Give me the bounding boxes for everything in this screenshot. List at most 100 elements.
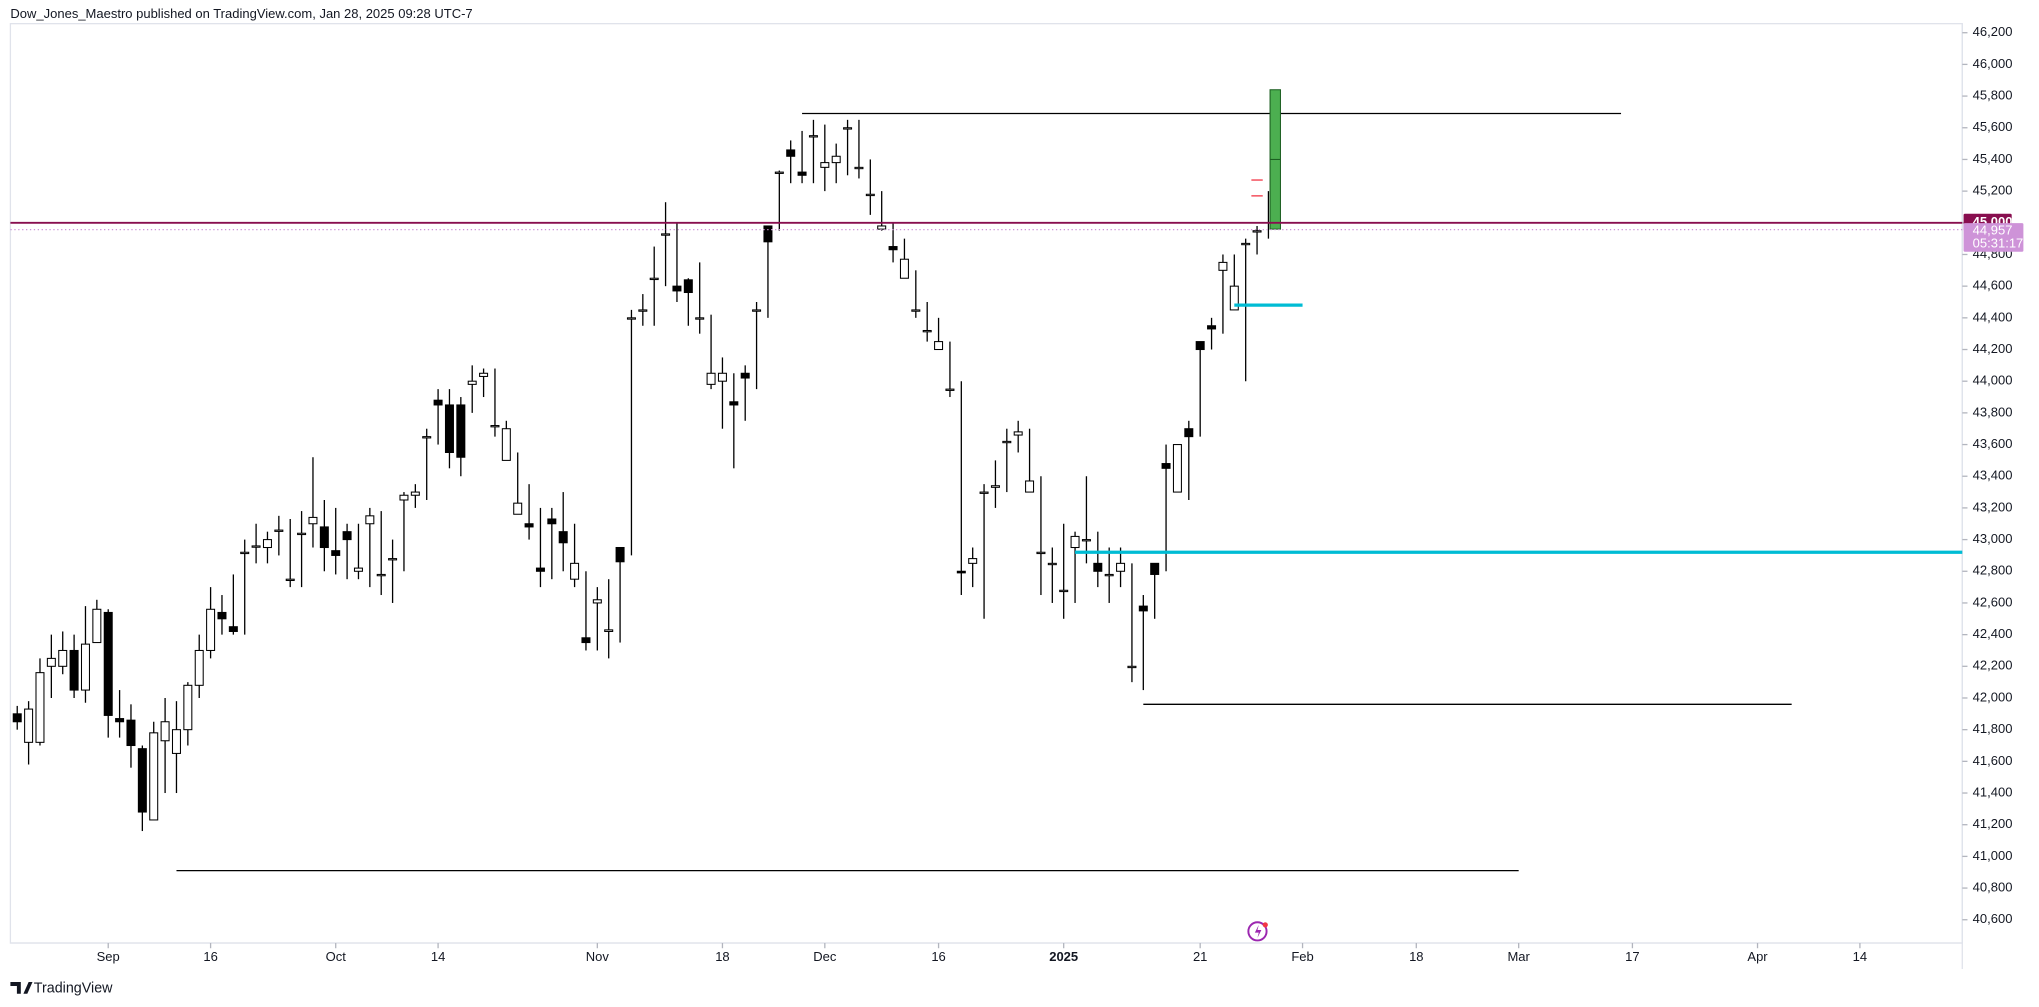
y-tick-label: 42,600	[1973, 594, 2013, 609]
candle-body	[1013, 431, 1023, 436]
candle-body	[456, 404, 466, 458]
candles	[12, 119, 1270, 832]
x-tick-label: 14	[1853, 949, 1867, 964]
x-tick-label: 14	[431, 949, 445, 964]
candle-body	[1127, 665, 1137, 669]
y-tick-label: 42,400	[1973, 626, 2013, 641]
candle-body	[365, 515, 375, 525]
candle-body	[1036, 551, 1046, 555]
candle-body	[206, 608, 216, 651]
candle-body	[1002, 440, 1012, 444]
x-tick-label: Oct	[326, 949, 347, 964]
candle-body	[899, 258, 909, 279]
candle-body	[513, 502, 523, 515]
y-tick-label: 40,800	[1973, 880, 2013, 895]
candle-body	[262, 539, 272, 549]
candle-body	[1059, 589, 1069, 593]
x-tick-label: 21	[1193, 949, 1207, 964]
candle-body	[149, 732, 159, 821]
candle-body	[592, 599, 602, 604]
candle-body	[194, 649, 204, 686]
candle-body	[843, 127, 853, 130]
candle-body	[1207, 325, 1217, 330]
candle-body	[137, 748, 147, 813]
brand: TradingView	[34, 980, 113, 996]
candle-body	[490, 425, 500, 428]
candle-body	[1025, 480, 1035, 493]
y-tick-label: 42,200	[1973, 658, 2013, 673]
candle-body	[786, 149, 796, 157]
y-tick-label: 43,000	[1973, 531, 2013, 546]
x-tick-label: 16	[931, 949, 945, 964]
countdown: 05:31:17	[1973, 235, 2024, 250]
candle-body	[706, 372, 716, 385]
candle-body	[285, 578, 295, 582]
y-tick-label: 46,000	[1973, 56, 2013, 71]
candle-body	[1195, 341, 1205, 351]
candle-body	[115, 718, 125, 723]
candle-body	[274, 529, 284, 532]
candle-body	[888, 246, 898, 251]
candle-body	[46, 657, 56, 667]
candle-body	[433, 399, 443, 406]
candle-body	[831, 155, 841, 164]
candle-body	[297, 532, 307, 536]
y-tick-label: 43,400	[1973, 468, 2013, 483]
candle-body	[615, 546, 625, 563]
candle-body	[558, 531, 568, 544]
last-price-label: 44,957	[1973, 222, 2013, 237]
x-tick-label: 17	[1625, 949, 1639, 964]
candle-body	[763, 225, 773, 243]
y-tick-label: 45,600	[1973, 119, 2013, 134]
candle-body	[1241, 242, 1251, 246]
candle-body	[308, 516, 318, 525]
candle-body	[945, 388, 955, 391]
x-tick-label: Sep	[97, 949, 120, 964]
candle-body	[1093, 562, 1103, 572]
candle-body	[35, 672, 45, 743]
candle-body	[1070, 535, 1080, 549]
candle-body	[171, 729, 181, 754]
candle-body	[604, 629, 614, 632]
y-tick-label: 42,000	[1973, 689, 2013, 704]
candle-body	[911, 309, 921, 312]
candle-body	[353, 567, 363, 572]
candle-body	[752, 309, 762, 312]
candle-body	[240, 551, 250, 555]
y-tick-label: 44,000	[1973, 373, 2013, 388]
candle-body	[422, 436, 432, 439]
candle-body	[126, 719, 136, 747]
candle-body	[854, 166, 864, 170]
candle-body	[501, 428, 511, 461]
x-tick-label: 2025	[1049, 949, 1078, 964]
candle-body	[865, 193, 875, 197]
candle-body	[331, 550, 341, 556]
candle-body	[342, 531, 352, 541]
candle-body	[1104, 573, 1114, 577]
candle-body	[922, 329, 932, 333]
candle-body	[1138, 605, 1148, 612]
y-tick-label: 43,600	[1973, 436, 2013, 451]
candle-body	[228, 626, 238, 632]
candle-body	[547, 518, 557, 525]
candle-body	[1229, 285, 1239, 311]
candle-body	[979, 491, 989, 494]
x-tick-label: Mar	[1507, 949, 1530, 964]
candle-body	[24, 708, 34, 743]
y-tick-label: 41,600	[1973, 753, 2013, 768]
y-tick-label: 41,800	[1973, 721, 2013, 736]
candle-body	[661, 233, 671, 236]
logo: TradingView	[10, 980, 113, 996]
x-tick-label: 16	[203, 949, 217, 964]
candle-body	[217, 611, 227, 620]
candle-body	[934, 341, 944, 351]
candle-body	[717, 372, 727, 382]
candle-body	[1218, 261, 1228, 271]
candle-body	[388, 558, 398, 561]
candle-body	[535, 567, 545, 572]
y-tick-label: 43,800	[1973, 404, 2013, 419]
candle-body	[1047, 562, 1057, 566]
candle-body	[1161, 463, 1171, 469]
x-tick-label: Apr	[1747, 949, 1768, 964]
